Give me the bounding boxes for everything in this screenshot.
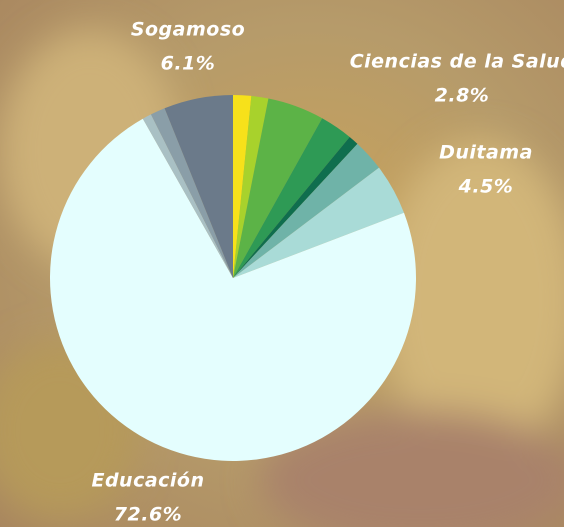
slice-name: Duitama — [439, 142, 533, 164]
slice-name: Sogamoso — [131, 19, 245, 41]
pie-slice — [49, 118, 417, 461]
slice-value: 4.5% — [458, 176, 514, 198]
pie-slice — [233, 136, 358, 278]
pie-slice — [142, 114, 233, 278]
labels: Ciencias de la Salud 2.8% Duitama 4.5% Educa… — [91, 19, 564, 526]
slice-value: 2.8% — [435, 85, 490, 107]
pie-slice — [233, 95, 252, 278]
pie-slice — [233, 143, 379, 278]
pie-slice — [233, 95, 269, 278]
slice-value: 6.1% — [161, 53, 216, 75]
pie — [49, 95, 417, 461]
slice-name: Educación — [91, 470, 204, 492]
pie-slice — [233, 167, 404, 278]
pie-slice — [150, 108, 233, 279]
pie-slice — [233, 118, 350, 279]
pie-slice — [164, 95, 233, 278]
slice-name: Ciencias de la Salud — [350, 51, 564, 73]
pie-slice — [233, 98, 323, 278]
slice-value: 72.6% — [114, 504, 182, 526]
